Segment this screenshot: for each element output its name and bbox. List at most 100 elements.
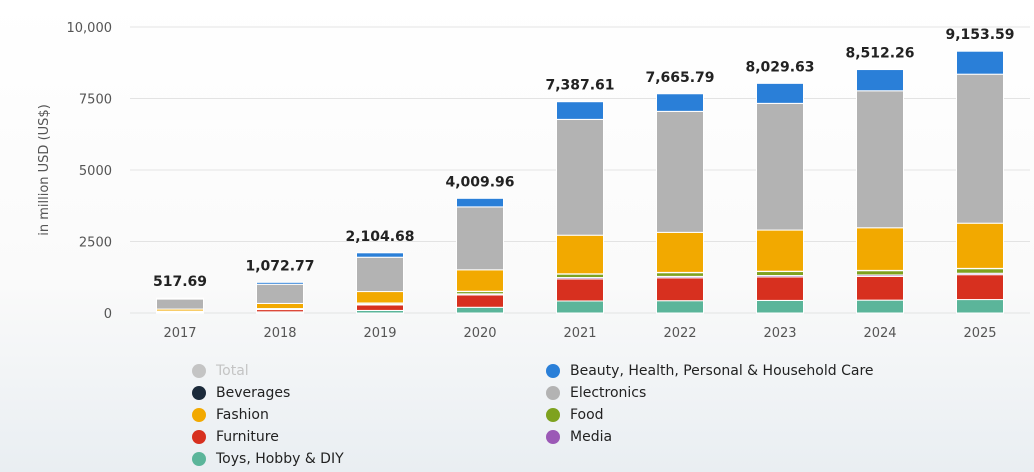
y-tick-label: 2500 [79, 236, 112, 251]
legend-swatch [546, 364, 560, 378]
x-tick-label: 2022 [663, 326, 696, 340]
bar-stack-2023[interactable] [756, 82, 804, 314]
bar-segment[interactable] [756, 276, 804, 301]
bar-segment[interactable] [756, 299, 804, 314]
y-axis-label: in million USD (US$) [37, 104, 52, 236]
bar-segment[interactable] [556, 101, 604, 120]
bar-segment[interactable] [656, 110, 704, 233]
bar-segment[interactable] [356, 256, 404, 293]
bar-segment[interactable] [356, 304, 404, 311]
x-tick-label: 2017 [163, 326, 196, 340]
legend-item[interactable]: Media [546, 429, 612, 445]
bar-segment[interactable] [656, 277, 704, 302]
bar-segment[interactable] [556, 278, 604, 302]
bar-segment[interactable] [756, 102, 804, 231]
bar-segment[interactable] [356, 252, 404, 258]
x-tick-label: 2021 [563, 326, 596, 340]
bar-segment[interactable] [856, 270, 904, 276]
bar-stack-2020[interactable] [456, 197, 504, 314]
bar-segment[interactable] [756, 82, 804, 104]
legend-item[interactable]: Total [192, 363, 249, 379]
total-data-label: 2,104.68 [345, 229, 414, 245]
bar-segment[interactable] [656, 231, 704, 273]
legend-label: Furniture [216, 429, 279, 445]
bar-segment[interactable] [656, 300, 704, 314]
bars [156, 50, 1004, 314]
x-tick-label: 2018 [263, 326, 296, 340]
legend-item[interactable]: Beverages [192, 385, 290, 401]
x-tick-label: 2023 [763, 326, 796, 340]
bar-segment[interactable] [956, 50, 1004, 75]
legend-label: Media [570, 429, 613, 445]
bar-segment[interactable] [256, 283, 304, 304]
legend-label: Food [570, 407, 604, 423]
y-tick-label: 7500 [79, 93, 112, 108]
x-tick-label: 2019 [363, 326, 396, 340]
bar-segment[interactable] [756, 229, 804, 272]
bar-segment[interactable] [356, 291, 404, 304]
bar-segment[interactable] [156, 297, 204, 300]
bar-segment[interactable] [756, 271, 804, 277]
data-labels: 517.69 1,072.77 2,104.68 4,009.96 7,387.61 7,… [153, 27, 1015, 290]
bar-segment[interactable] [956, 73, 1004, 224]
bar-segment[interactable] [556, 273, 604, 279]
legend-item[interactable]: Fashion [192, 407, 269, 423]
total-data-label: 1,072.77 [245, 258, 314, 274]
y-axis-ticks: 0 2500 5000 7500 10,000 [67, 21, 113, 322]
bar-segment[interactable] [656, 272, 704, 277]
bar-segment[interactable] [856, 275, 904, 301]
bar-segment[interactable] [456, 294, 504, 308]
legend-swatch [192, 408, 206, 422]
legend-label: Fashion [216, 407, 269, 423]
bar-segment[interactable] [556, 300, 604, 314]
y-tick-label: 10,000 [67, 21, 113, 36]
stacked-bar-chart: 0 2500 5000 7500 10,000 517.69 1,072.77 2,104.… [37, 21, 1030, 341]
x-tick-label: 2025 [963, 326, 996, 340]
legend-item[interactable]: Beauty, Health, Personal & Household Car… [546, 363, 874, 379]
bar-segment[interactable] [556, 234, 604, 275]
bar-stack-2024[interactable] [856, 69, 904, 314]
bar-segment[interactable] [956, 274, 1004, 301]
legend-label: Beverages [216, 385, 291, 401]
bar-segment[interactable] [656, 93, 704, 112]
legend-label: Total [216, 363, 249, 379]
y-tick-label: 0 [104, 307, 112, 322]
bar-segment[interactable] [956, 268, 1004, 274]
legend-item[interactable]: Electronics [546, 385, 646, 401]
legend-swatch [546, 386, 560, 400]
bar-segment[interactable] [156, 298, 204, 310]
legend-swatch [192, 452, 206, 466]
bar-segment[interactable] [556, 118, 604, 236]
x-tick-label: 2020 [463, 326, 496, 340]
legend-item[interactable]: Food [546, 407, 604, 423]
bar-segment[interactable] [856, 69, 904, 92]
bar-segment[interactable] [856, 90, 904, 229]
bar-segment[interactable] [456, 197, 504, 208]
legend-item[interactable]: Furniture [192, 429, 279, 445]
legend-label: Beauty, Health, Personal & Household Car… [570, 363, 874, 379]
bar-stack-2022[interactable] [656, 93, 704, 314]
total-data-label: 8,029.63 [745, 59, 814, 75]
bar-segment[interactable] [856, 299, 904, 314]
legend-item[interactable]: Toys, Hobby & DIY [192, 451, 344, 467]
bar-stack-2017[interactable] [156, 297, 204, 314]
legend-swatch [192, 430, 206, 444]
bar-segment[interactable] [456, 269, 504, 292]
bar-segment[interactable] [456, 206, 504, 271]
bar-stack-2019[interactable] [356, 252, 404, 314]
legend-label: Electronics [570, 385, 647, 401]
x-axis-ticks: 2017 2018 2019 2020 2021 2022 2023 2024 2025 [163, 326, 996, 341]
bar-segment[interactable] [956, 222, 1004, 269]
total-data-label: 4,009.96 [445, 174, 514, 190]
bar-segment[interactable] [456, 306, 504, 314]
bar-segment[interactable] [856, 227, 904, 271]
bar-stack-2025[interactable] [956, 50, 1004, 314]
bar-stack-2018[interactable] [256, 281, 304, 314]
total-data-label: 7,387.61 [545, 78, 614, 94]
bar-segment[interactable] [256, 302, 304, 310]
bar-stack-2021[interactable] [556, 101, 604, 314]
bar-segment[interactable] [956, 299, 1004, 314]
legend-swatch [546, 408, 560, 422]
bar-segment[interactable] [256, 281, 304, 285]
